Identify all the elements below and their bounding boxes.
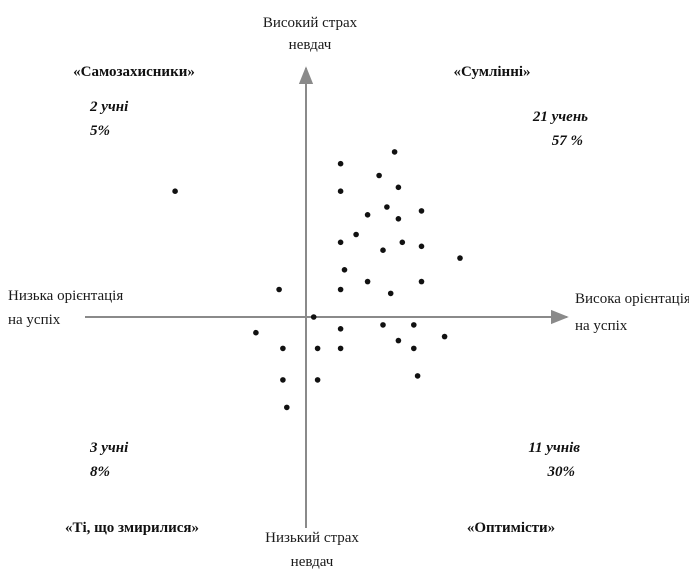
quadrant-top-left-count: 2 учні: [89, 99, 129, 115]
data-points: [172, 149, 463, 411]
data-point-27: [280, 377, 286, 383]
data-point-24: [314, 345, 321, 352]
data-point-13: [380, 247, 386, 253]
data-point-26: [337, 345, 344, 352]
data-point-35: [441, 333, 448, 340]
quadrant-bottom-right-count: 11 учнів: [528, 440, 580, 456]
data-point-29: [314, 377, 321, 383]
data-point-2: [337, 160, 344, 167]
data-point-31: [380, 322, 386, 328]
data-point-11: [337, 239, 344, 246]
data-point-36: [414, 373, 421, 379]
data-point-20: [337, 286, 344, 293]
data-point-4: [376, 172, 382, 179]
data-point-17: [364, 278, 371, 285]
data-point-3: [337, 188, 344, 194]
y-axis-bottom-label-line2: невдач: [291, 554, 334, 570]
quadrant-bottom-right-percent: 30%: [547, 464, 576, 480]
quadrant-top-right-count: 21 учень: [532, 109, 588, 125]
data-point-33: [411, 322, 417, 328]
quadrant-top-right-name: «Сумлінні»: [453, 64, 530, 80]
quadrant-top-left-percent: 5%: [90, 123, 110, 139]
x-axis-left-label-line2: на успіх: [8, 312, 61, 328]
data-point-28: [284, 404, 290, 411]
y-axis-bottom-label-line1: Низький страх: [265, 530, 359, 546]
y-axis-top-label-line2: невдач: [289, 37, 332, 53]
data-point-18: [457, 255, 463, 261]
data-point-19: [387, 290, 394, 297]
data-point-10: [418, 208, 425, 214]
data-point-14: [399, 239, 406, 246]
quadrant-bottom-left-name: «Ті, що змирилися»: [65, 520, 199, 536]
data-point-23: [280, 345, 286, 352]
data-point-34: [411, 345, 417, 352]
data-point-7: [364, 212, 371, 218]
quadrant-bottom-left-count: 3 учні: [89, 440, 129, 456]
x-axis-right-label-line2: на успіх: [575, 318, 628, 334]
data-point-22: [253, 329, 259, 336]
data-point-8: [384, 204, 390, 210]
data-point-25: [337, 326, 344, 332]
x-axis-left-label-line1: Низька орієнтація: [8, 288, 123, 304]
quadrant-bottom-right-name: «Оптимісти»: [467, 520, 555, 536]
data-point-12: [353, 231, 359, 238]
quadrant-bottom-left-percent: 8%: [90, 464, 110, 480]
data-point-1: [276, 286, 282, 293]
quadrant-top-right-percent: 57 %: [552, 133, 583, 149]
data-point-6: [395, 184, 402, 191]
data-point-30: [310, 314, 317, 320]
x-axis-right-label-line1: Висока орієнтація: [575, 291, 689, 307]
data-point-15: [418, 243, 425, 250]
data-point-16: [341, 267, 348, 273]
data-point-9: [395, 216, 402, 222]
data-point-5: [391, 149, 398, 155]
data-point-21: [418, 278, 425, 285]
quadrant-top-left-name: «Самозахисники»: [73, 64, 195, 80]
y-axis-top-label-line1: Високий страх: [263, 15, 358, 31]
data-point-32: [395, 337, 402, 344]
data-point-0: [172, 188, 178, 194]
